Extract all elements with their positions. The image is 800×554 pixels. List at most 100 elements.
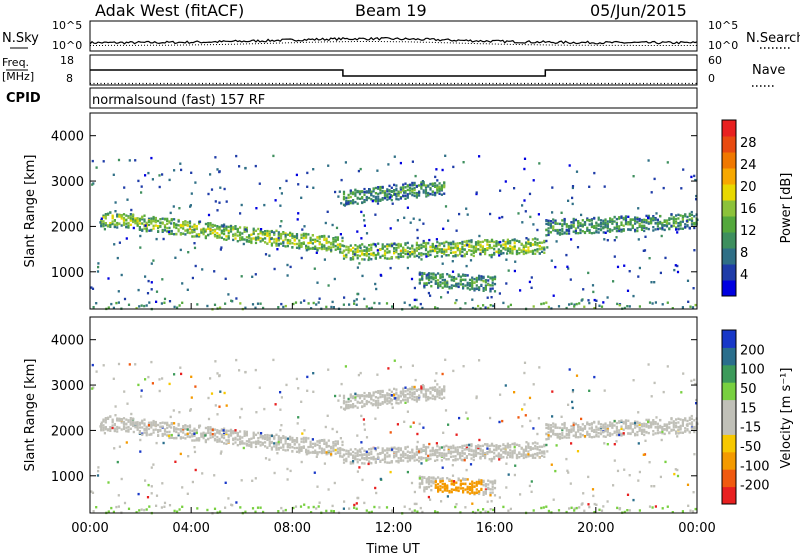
power-cell xyxy=(358,244,362,248)
velocity-cell xyxy=(100,429,103,432)
velocity-cell xyxy=(447,451,450,455)
velocity-cell xyxy=(286,478,289,481)
velocity-cell xyxy=(277,448,280,451)
power-cell xyxy=(538,244,541,248)
velocity-cell xyxy=(232,430,235,434)
velocity-cell xyxy=(361,462,364,465)
velocity-cell xyxy=(132,422,135,425)
velocity-cell xyxy=(429,450,432,453)
power-cell xyxy=(184,220,187,223)
power-cell xyxy=(239,236,242,240)
power-cell xyxy=(692,287,695,290)
velocity-cell xyxy=(190,396,193,399)
power-cell xyxy=(404,242,407,245)
velocity-cell xyxy=(509,454,512,457)
velocity-cell xyxy=(543,443,546,447)
power-cell xyxy=(489,287,492,290)
velocity-cell xyxy=(620,425,623,428)
power-cell xyxy=(196,303,199,306)
velocity-cell xyxy=(493,449,496,452)
velocity-cell xyxy=(665,427,669,430)
power-cell xyxy=(430,285,433,288)
velocity-cell xyxy=(393,393,396,397)
power-cell xyxy=(314,245,317,248)
velocity-cell xyxy=(665,423,669,426)
velocity-cell xyxy=(673,472,676,476)
power-cell xyxy=(365,232,369,235)
power-cell xyxy=(387,163,390,166)
power-cell xyxy=(493,245,496,248)
power-cell xyxy=(122,219,126,222)
power-cell xyxy=(202,228,205,232)
power-cell xyxy=(352,252,355,256)
power-cell xyxy=(624,219,628,222)
velocity-cell xyxy=(440,454,443,458)
power-cell xyxy=(223,187,226,191)
power-cell xyxy=(538,162,541,165)
power-cell xyxy=(599,221,603,225)
power-cell xyxy=(506,241,509,244)
velocity-cell xyxy=(427,395,430,399)
power-cell xyxy=(270,242,273,245)
power-cell xyxy=(204,230,207,233)
power-cell xyxy=(336,246,339,249)
velocity-cell xyxy=(323,438,326,442)
power-cell xyxy=(681,306,684,309)
velocity-cell xyxy=(604,426,607,429)
velocity-cell xyxy=(474,451,478,454)
nsearch-label: N.Search xyxy=(746,31,800,46)
velocity-cell xyxy=(179,452,182,456)
power-cell xyxy=(557,305,561,308)
velocity-cell xyxy=(116,430,119,433)
velocity-cell xyxy=(173,428,176,431)
velocity-cell xyxy=(504,384,507,387)
velocity-cell xyxy=(404,452,407,456)
velocity-cell xyxy=(413,459,416,462)
power-cell xyxy=(266,229,269,233)
velocity-cell xyxy=(424,390,428,393)
velocity-cell xyxy=(334,452,337,455)
velocity-cell xyxy=(342,453,346,456)
power-cell xyxy=(554,219,557,223)
power-cell xyxy=(383,192,387,195)
power-cell xyxy=(695,198,698,201)
power-cell xyxy=(434,175,437,179)
velocity-cell xyxy=(615,427,618,430)
velocity-cell xyxy=(505,486,508,489)
power-cell xyxy=(251,275,254,278)
velocity-cell xyxy=(668,426,671,429)
velocity-cell xyxy=(214,404,217,407)
power-cell xyxy=(395,248,398,252)
velocity-cell xyxy=(257,431,260,435)
velocity-cell xyxy=(163,501,167,505)
velocity-cell xyxy=(347,452,350,455)
velocity-cell xyxy=(386,455,389,458)
velocity-cell xyxy=(291,440,294,443)
velocity-cell xyxy=(440,459,443,462)
power-cell xyxy=(294,301,298,304)
power-cell xyxy=(313,267,316,270)
power-cell xyxy=(462,283,465,286)
power-cell xyxy=(677,217,680,220)
power-cell xyxy=(379,191,382,195)
velocity-cell xyxy=(495,446,498,449)
power-cell xyxy=(474,247,478,250)
velocity-cell xyxy=(668,421,671,424)
velocity-cell xyxy=(186,425,189,428)
velocity-cell xyxy=(441,477,444,480)
power-cell xyxy=(270,230,273,234)
velocity-cell xyxy=(509,455,512,459)
velocity-cell xyxy=(482,491,485,494)
velocity-cell xyxy=(473,481,476,485)
velocity-cell xyxy=(363,449,366,452)
power-cell xyxy=(159,225,162,228)
velocity-cell xyxy=(555,444,558,447)
velocity-cell xyxy=(355,502,358,505)
power-cell xyxy=(505,282,508,285)
power-cell xyxy=(399,186,402,189)
velocity-cell xyxy=(427,476,431,479)
power-cell xyxy=(155,300,158,303)
velocity-cell xyxy=(452,488,456,491)
power-cell xyxy=(155,237,158,241)
velocity-cell xyxy=(466,487,469,491)
